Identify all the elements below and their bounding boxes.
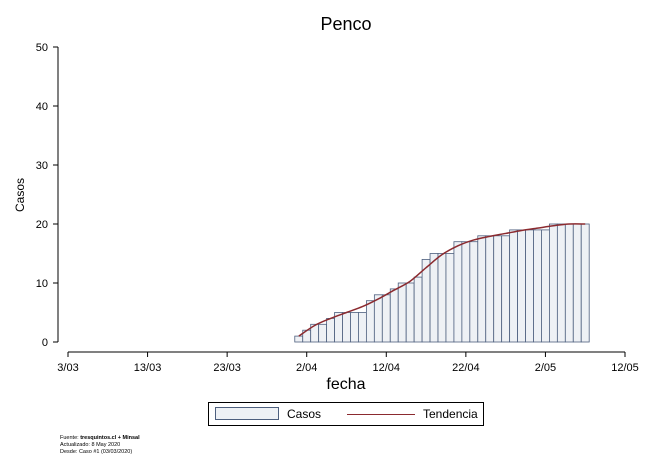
- source-prefix: Fuente:: [60, 435, 81, 441]
- legend-label-tendencia: Tendencia: [423, 407, 478, 421]
- x-tick-label: 12/05: [611, 362, 639, 374]
- bar-casos: [485, 235, 495, 343]
- bar-casos: [437, 253, 447, 343]
- since-note: Desde: Caso #1 (03/03/2020): [60, 449, 133, 455]
- updated-note: Actualizado: 8 May 2020: [60, 442, 121, 448]
- bar-casos: [381, 294, 391, 343]
- bar-casos: [365, 300, 375, 343]
- bar-casos: [294, 335, 304, 343]
- y-axis-label: Casos: [13, 178, 27, 212]
- bar-casos: [350, 312, 359, 343]
- bar-casos: [429, 253, 439, 343]
- bar-casos: [517, 229, 526, 343]
- y-tick-label: 10: [36, 278, 48, 290]
- bar-casos: [501, 235, 511, 343]
- trend-line: [298, 223, 586, 337]
- x-tick-label: 2/04: [296, 362, 317, 374]
- legend-swatch-casos: [215, 407, 279, 420]
- bar-casos: [389, 288, 399, 343]
- legend-swatch-tendencia: [347, 414, 415, 415]
- bar-casos: [445, 253, 455, 343]
- bar-casos: [509, 229, 518, 343]
- x-tick-label: 12/04: [373, 362, 401, 374]
- y-tick-label: 0: [42, 337, 48, 349]
- bar-casos: [580, 223, 590, 343]
- bar-casos: [469, 241, 479, 343]
- y-tick-label: 20: [36, 219, 48, 231]
- trend-line-path: [298, 223, 586, 337]
- bar-casos: [453, 241, 463, 343]
- bar-casos: [397, 282, 407, 343]
- legend: Casos Tendencia: [208, 402, 484, 426]
- bar-casos: [564, 223, 574, 343]
- x-tick-label: 13/03: [134, 362, 162, 374]
- bar-casos: [405, 282, 415, 343]
- x-tick-label: 22/04: [452, 362, 480, 374]
- axes: 0 10 20 30 40 50 3/03 13/03 23/03 2/04 12/04 22/04 2…: [36, 42, 639, 374]
- source-name: tresquintos.cl + Minsal: [80, 435, 140, 441]
- bar-casos: [461, 241, 471, 343]
- legend-label-casos: Casos: [287, 407, 322, 421]
- x-tick-label: 23/03: [213, 362, 241, 374]
- y-tick-label: 40: [36, 101, 48, 113]
- bar-casos: [493, 235, 503, 343]
- y-tick-label: 30: [36, 160, 48, 172]
- x-tick-label: 2/05: [535, 362, 556, 374]
- bar-casos: [358, 312, 367, 343]
- bar-casos: [556, 223, 566, 343]
- bars: [294, 223, 590, 343]
- x-tick-label: 3/03: [57, 362, 78, 374]
- bar-casos: [342, 312, 351, 343]
- bar-casos: [373, 294, 383, 343]
- bar-casos: [549, 223, 558, 343]
- bar-casos: [541, 229, 550, 343]
- bar-casos: [318, 323, 328, 343]
- x-axis-label: fecha: [326, 376, 365, 393]
- bar-casos: [572, 223, 582, 343]
- chart-title: Penco: [320, 14, 371, 34]
- bar-casos: [421, 258, 431, 343]
- bar-casos: [477, 235, 487, 343]
- source-note: Fuente: tresquintos.cl + Minsal Actualiz…: [60, 435, 140, 456]
- bar-casos: [533, 229, 542, 343]
- y-tick-label: 50: [36, 42, 48, 54]
- bar-casos: [413, 276, 423, 343]
- bar-casos: [525, 229, 534, 343]
- bar-casos: [326, 317, 335, 343]
